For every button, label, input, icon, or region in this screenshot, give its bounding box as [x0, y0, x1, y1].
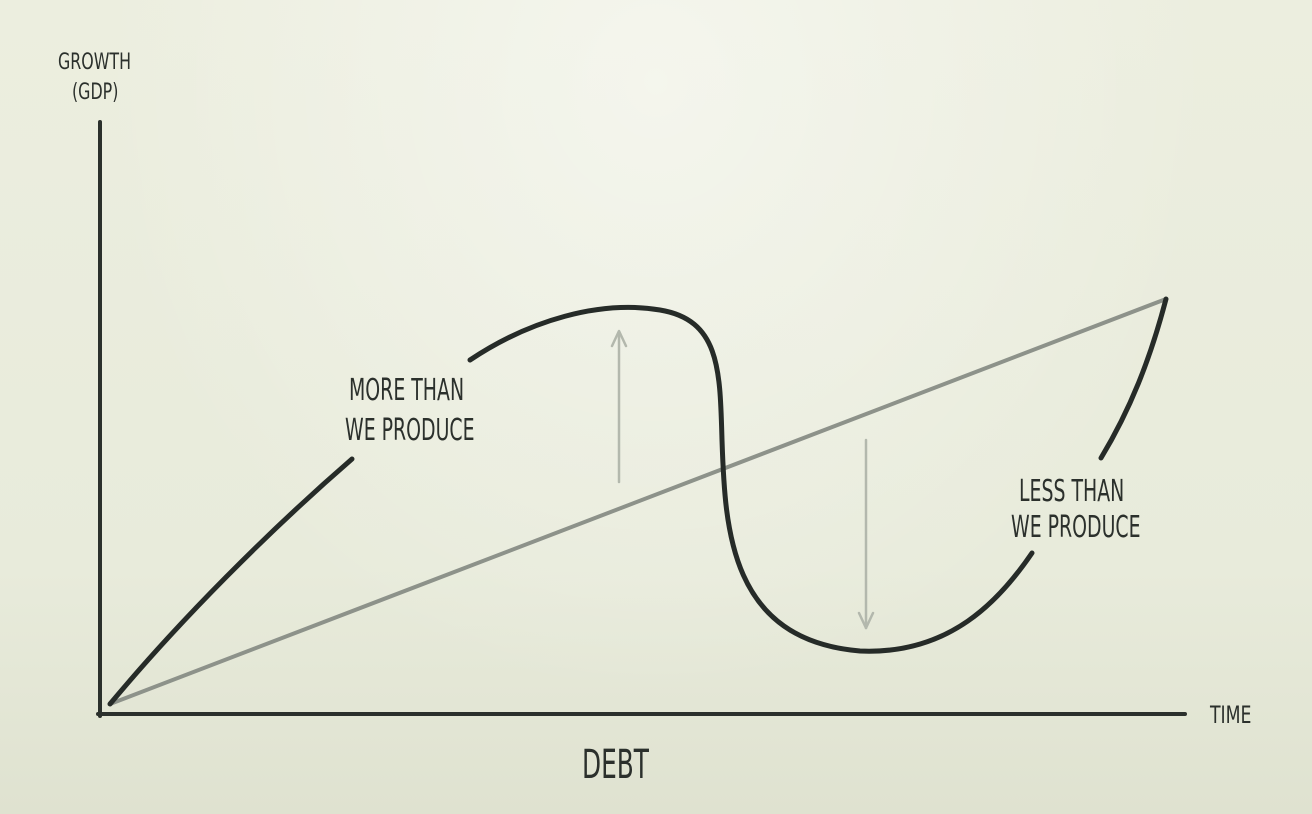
upper-note-line2: WE PRODUCE [345, 413, 475, 448]
debt-curve-rise [107, 456, 355, 707]
trend-line [108, 297, 1168, 706]
y-axis-title: GROWTH [58, 50, 132, 75]
up-arrow [610, 329, 628, 484]
lower-note-line2: WE PRODUCE [1011, 510, 1141, 545]
debt-curve-return [1098, 296, 1169, 461]
upper-note-line1: MORE THAN [349, 373, 465, 408]
down-arrow [857, 438, 875, 630]
lower-note-line1: LESS THAN [1019, 474, 1125, 509]
debt-label: DEBT [582, 742, 649, 788]
y-axis-subtitle: (GDP) [72, 80, 119, 105]
debt-curve-swing [467, 305, 1035, 654]
x-axis-label: TIME [1210, 701, 1252, 729]
